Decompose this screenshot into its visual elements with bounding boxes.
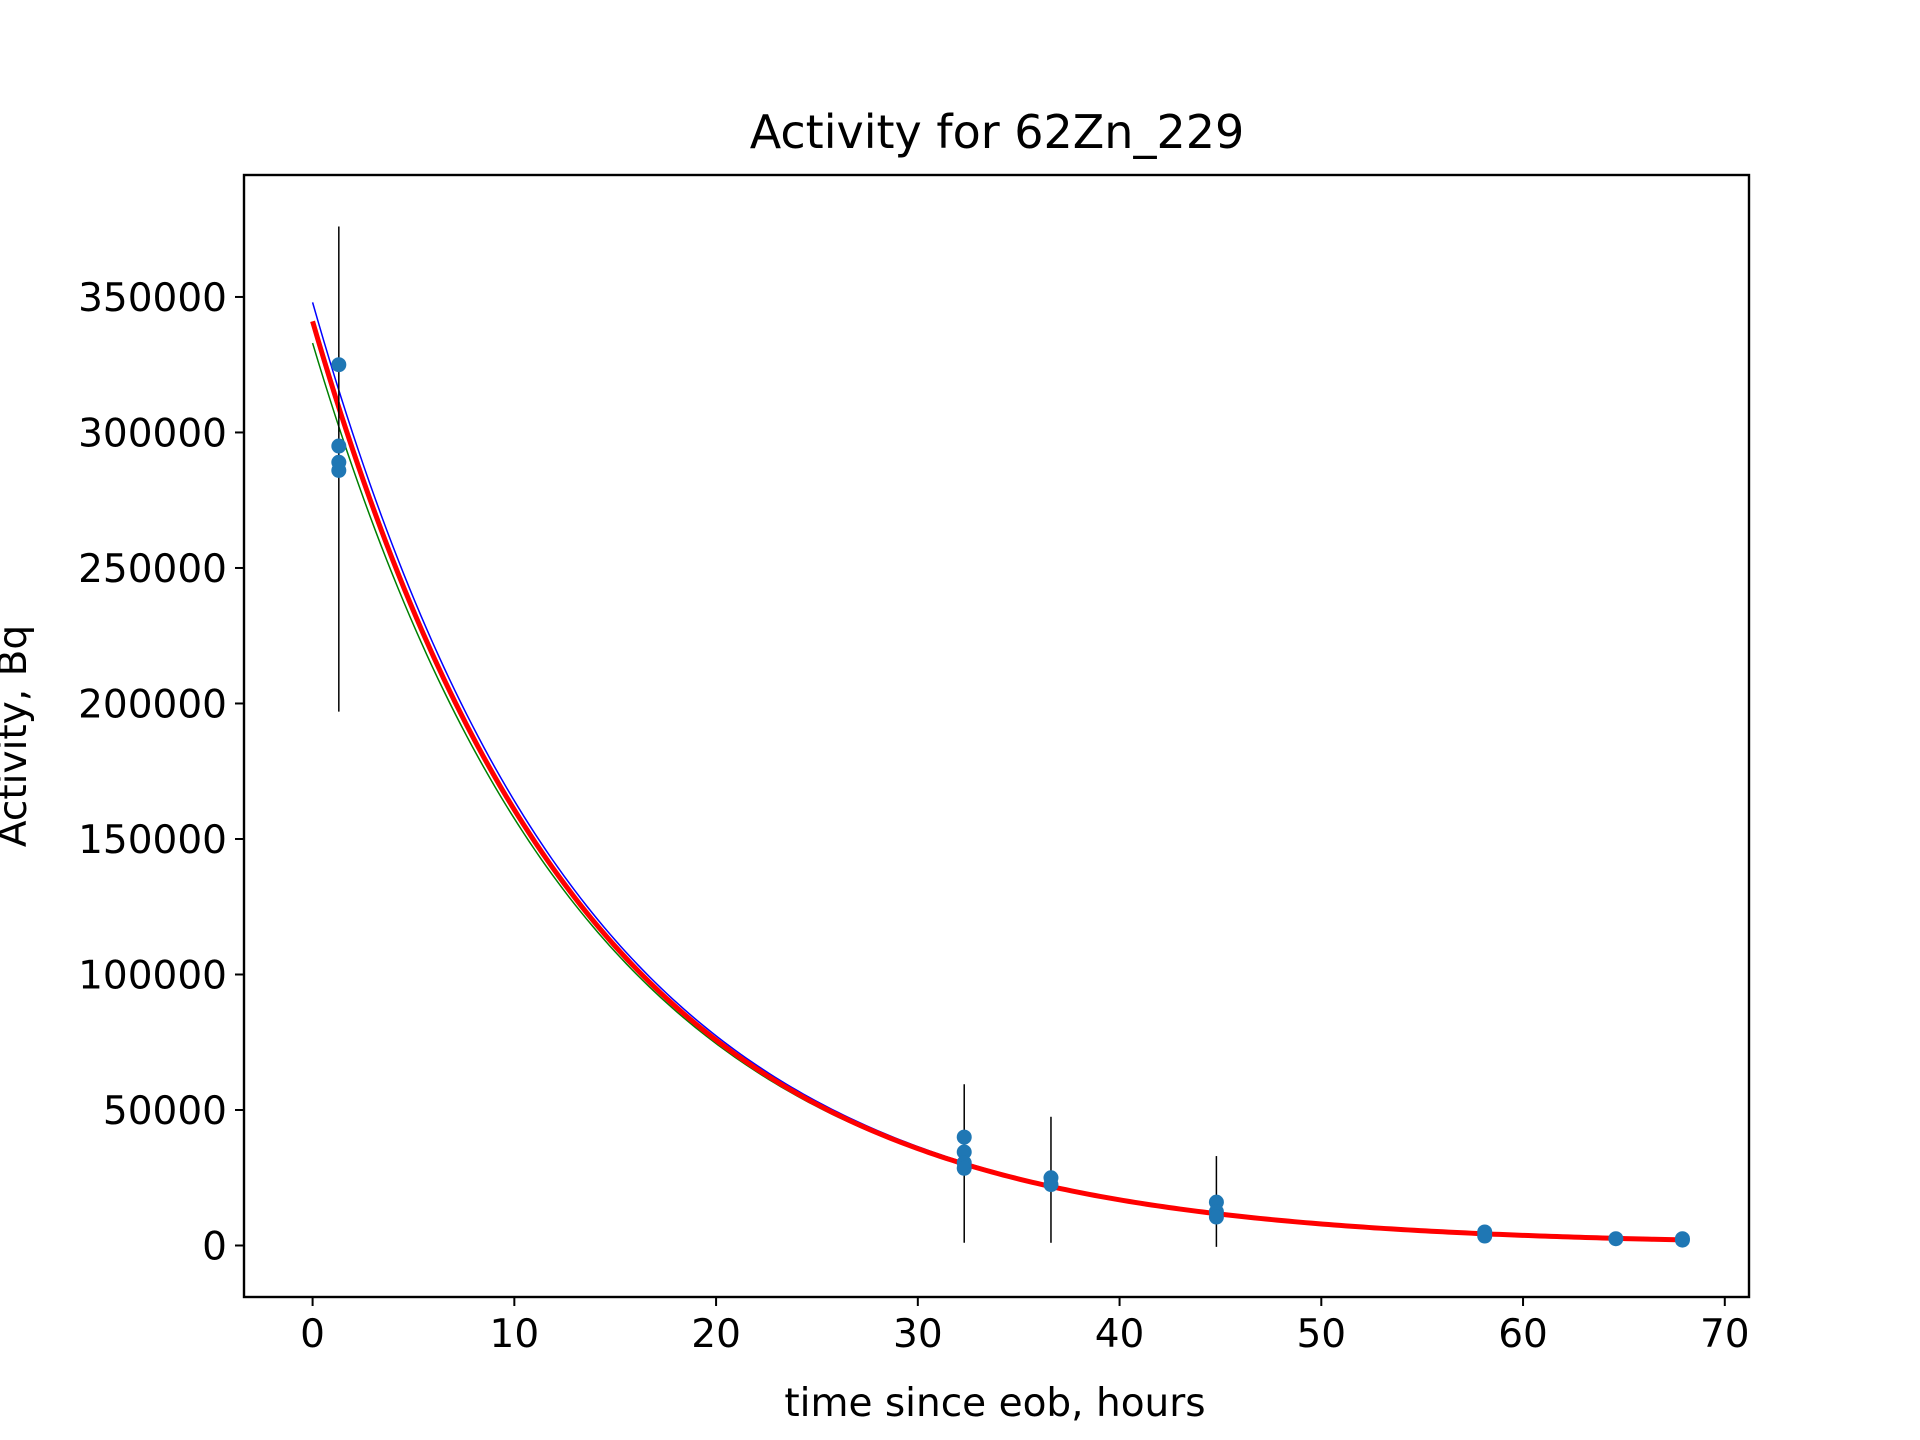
- x-axis-label: time since eob, hours: [784, 1381, 1205, 1426]
- data-point-2: [331, 438, 347, 454]
- x-tick-label: 60: [1498, 1312, 1548, 1357]
- y-tick-label: 100000: [78, 953, 227, 998]
- data-point-8: [956, 1160, 972, 1176]
- fit-curve-1: [311, 302, 1683, 1241]
- fit-curve-3: [310, 320, 1683, 1243]
- x-tick-label: 10: [490, 1312, 540, 1357]
- fit-curve-2: [311, 342, 1683, 1241]
- x-tick-label: 70: [1700, 1312, 1750, 1357]
- x-tick-label: 0: [300, 1312, 325, 1357]
- axis-ticks: 0 10 20 30 40 50 60 70 0 50000 100000 150000 200000 2…: [78, 276, 1750, 1357]
- y-tick-label: 350000: [78, 276, 227, 321]
- y-axis-label: Activity, Bq: [0, 625, 36, 847]
- y-tick-label: 200000: [78, 682, 227, 727]
- x-tick-label: 40: [1095, 1312, 1145, 1357]
- x-tick-label: 20: [691, 1312, 741, 1357]
- data-point-6: [956, 1144, 972, 1160]
- data-point-18: [1674, 1231, 1690, 1247]
- y-tick-label: 50000: [103, 1089, 227, 1134]
- y-tick-label: 150000: [78, 818, 227, 863]
- data-point-15: [1477, 1228, 1493, 1244]
- data-point-13: [1208, 1209, 1224, 1225]
- data-point-1: [331, 357, 347, 373]
- chart-title: Activity for 62Zn_229: [750, 105, 1245, 159]
- plot-frame: [242, 173, 1751, 1299]
- y-tick-label: 300000: [78, 411, 227, 456]
- x-tick-label: 50: [1296, 1312, 1346, 1357]
- plot-marks: [310, 226, 1690, 1248]
- data-point-4: [331, 462, 347, 478]
- data-point-5: [956, 1129, 972, 1145]
- data-point-10: [1043, 1177, 1059, 1193]
- y-tick-label: 0: [202, 1225, 227, 1270]
- x-tick-label: 30: [893, 1312, 943, 1357]
- data-point-16: [1608, 1231, 1624, 1247]
- y-tick-label: 250000: [78, 547, 227, 592]
